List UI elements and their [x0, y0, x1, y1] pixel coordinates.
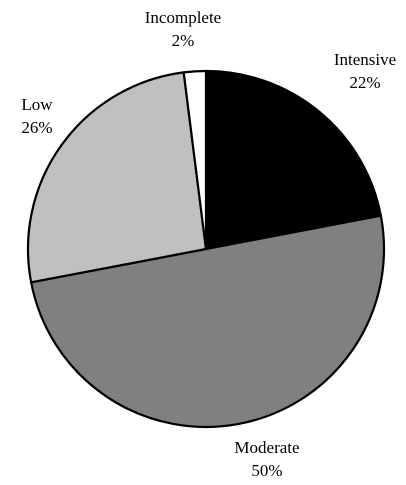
- pie-slice-incomplete: [182, 69, 208, 251]
- slice-label-moderate: Moderate: [234, 438, 299, 457]
- pie-slice-low: [26, 71, 208, 284]
- slice-label-incomplete: Incomplete: [145, 8, 221, 27]
- pie-slice-intensive: [204, 69, 382, 251]
- pie-slices: [26, 69, 386, 429]
- slice-percent-moderate: 50%: [251, 461, 282, 480]
- slice-label-intensive: Intensive: [334, 50, 396, 69]
- slice-percent-intensive: 22%: [349, 73, 380, 92]
- pie-slice-moderate: [30, 214, 386, 429]
- pie-labels: Intensive 22% Moderate 50% Low 26% Incomplete 2…: [21, 8, 396, 480]
- slice-percent-incomplete: 2%: [172, 31, 195, 50]
- slice-percent-low: 26%: [21, 118, 52, 137]
- slice-label-low: Low: [21, 95, 53, 114]
